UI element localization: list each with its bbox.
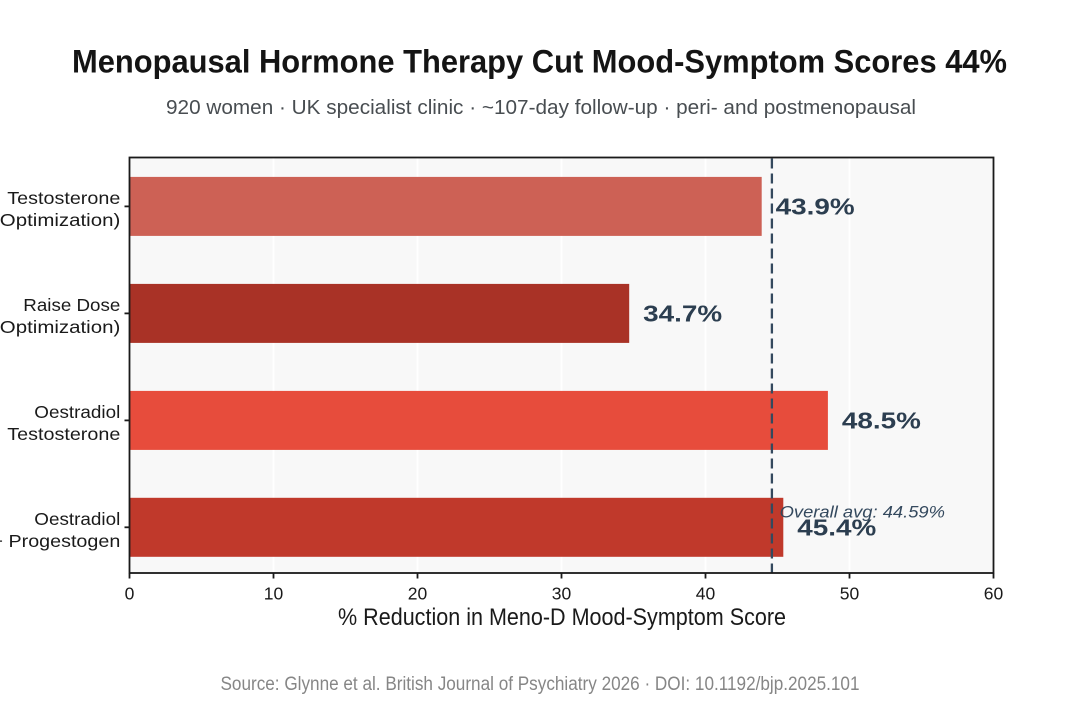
svg-text:(Optimization): (Optimization)	[0, 210, 120, 230]
svg-text:(Optimization): (Optimization)	[0, 317, 120, 337]
svg-text:0: 0	[125, 584, 135, 604]
svg-text:Menopausal Hormone Therapy Cut: Menopausal Hormone Therapy Cut Mood-Symp…	[72, 43, 1007, 79]
svg-text:+ Progestogen: + Progestogen	[0, 531, 120, 551]
svg-text:Overall avg: 44.59%: Overall avg: 44.59%	[780, 502, 945, 521]
svg-text:34.7%: 34.7%	[643, 301, 722, 327]
svg-text:Testosterone: Testosterone	[7, 424, 120, 444]
svg-text:45.4%: 45.4%	[797, 515, 876, 541]
svg-text:920 women · UK specialist clin: 920 women · UK specialist clinic · ~107-…	[166, 96, 916, 119]
svg-text:40: 40	[696, 584, 716, 604]
svg-text:43.9%: 43.9%	[776, 194, 855, 220]
svg-text:10: 10	[264, 584, 284, 604]
svg-text:Source: Glynne et al. British: Source: Glynne et al. British Journal of…	[221, 674, 860, 695]
svg-text:Oestradiol: Oestradiol	[34, 509, 120, 529]
svg-text:Testosterone: Testosterone	[7, 188, 120, 208]
svg-text:20: 20	[408, 584, 428, 604]
svg-text:% Reduction in Meno-D Mood-Sym: % Reduction in Meno-D Mood-Symptom Score	[338, 604, 786, 631]
svg-text:Oestradiol: Oestradiol	[34, 402, 120, 422]
svg-text:Raise Dose: Raise Dose	[23, 295, 120, 315]
svg-text:30: 30	[552, 584, 572, 604]
svg-text:60: 60	[984, 584, 1004, 604]
svg-text:50: 50	[840, 584, 860, 604]
svg-text:48.5%: 48.5%	[842, 408, 921, 434]
